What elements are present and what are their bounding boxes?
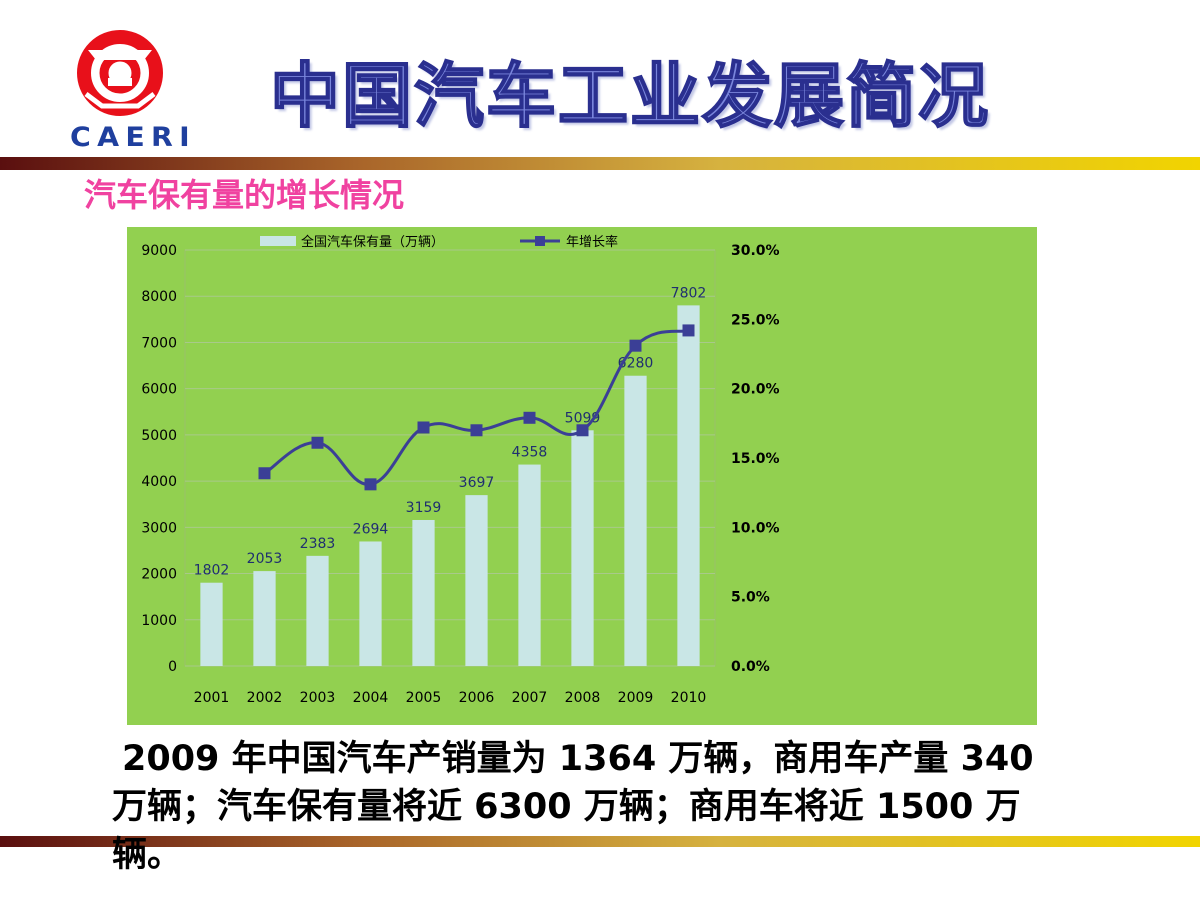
bar-data-label: 2694 <box>353 521 389 537</box>
logo-text: CAERI <box>70 122 196 153</box>
growth-rate-marker <box>629 339 642 352</box>
y-left-tick-label: 0 <box>168 659 177 675</box>
x-tick-label: 2002 <box>247 690 283 706</box>
x-tick-label: 2003 <box>300 690 336 706</box>
y-left-tick-label: 5000 <box>141 428 177 444</box>
y-right-tick-label: 5.0% <box>731 590 770 606</box>
legend-swatch-bars <box>260 236 296 246</box>
legend-label-line: 年增长率 <box>566 234 618 250</box>
chart-panel: 0 1000 2000 3000 4000 5000 6000 7000 8000 9000 0.0… <box>127 227 1037 725</box>
growth-rate-marker <box>523 411 536 424</box>
bar-data-label: 2053 <box>247 551 283 567</box>
bar <box>306 555 329 666</box>
bar <box>465 495 488 666</box>
caeri-emblem-icon <box>77 30 163 116</box>
caption-text: 2009 年中国汽车产销量为 1364 万辆，商用车产量 340 万辆；汽车保有… <box>112 739 1034 875</box>
bar-data-label: 1802 <box>194 563 230 579</box>
bar-data-label: 6280 <box>618 356 654 372</box>
y-left-tick-label: 8000 <box>141 289 177 305</box>
y-left-tick-label: 7000 <box>141 335 177 351</box>
growth-rate-marker <box>576 424 589 437</box>
header-divider <box>0 157 1200 170</box>
growth-rate-marker <box>311 436 324 449</box>
bar <box>677 305 700 666</box>
bar-data-label: 7802 <box>671 285 707 301</box>
growth-rate-marker <box>470 424 483 437</box>
bar <box>359 541 382 666</box>
bar-data-label: 3697 <box>459 475 495 491</box>
bar-data-label: 3159 <box>406 500 442 516</box>
x-tick-label: 2008 <box>565 690 601 706</box>
y-right-tick-label: 0.0% <box>731 659 770 675</box>
growth-rate-marker <box>364 478 377 491</box>
footer-divider <box>0 836 1200 847</box>
y-left-tick-label: 6000 <box>141 382 177 398</box>
growth-rate-marker <box>258 467 271 480</box>
legend-label-bars: 全国汽车保有量（万辆） <box>301 234 444 250</box>
y-right-tick-label: 25.0% <box>731 312 780 328</box>
y-left-tick-label: 1000 <box>141 613 177 629</box>
page-title: 中国汽车工业发展简况 <box>269 54 990 138</box>
caeri-logo: CAERI <box>58 30 208 155</box>
y-left-tick-label: 9000 <box>141 243 177 259</box>
bar-data-label: 2383 <box>300 536 336 552</box>
bar <box>624 375 647 666</box>
growth-rate-marker <box>417 421 430 434</box>
x-tick-label: 2009 <box>618 690 654 706</box>
bar <box>412 519 435 666</box>
x-tick-label: 2005 <box>406 690 442 706</box>
y-left-tick-label: 3000 <box>141 520 177 536</box>
growth-rate-marker <box>682 324 695 337</box>
vehicle-ownership-chart: 0 1000 2000 3000 4000 5000 6000 7000 8000 9000 0.0… <box>141 234 780 706</box>
bar <box>571 430 594 666</box>
y-right-tick-label: 10.0% <box>731 520 780 536</box>
y-right-tick-label: 15.0% <box>731 451 780 467</box>
x-tick-label: 2006 <box>459 690 495 706</box>
x-tick-label: 2010 <box>671 690 707 706</box>
legend-swatch-line-marker <box>535 236 545 246</box>
y-left-tick-label: 2000 <box>141 567 177 583</box>
x-tick-label: 2001 <box>194 690 230 706</box>
section-subtitle: 汽车保有量的增长情况 <box>84 176 405 214</box>
y-right-tick-label: 20.0% <box>731 382 780 398</box>
bar <box>200 582 223 666</box>
x-tick-label: 2004 <box>353 690 389 706</box>
y-left-tick-label: 4000 <box>141 474 177 490</box>
bar <box>253 571 276 666</box>
y-right-tick-label: 30.0% <box>731 243 780 259</box>
bar <box>518 464 541 666</box>
x-tick-label: 2007 <box>512 690 548 706</box>
bar-data-label: 4358 <box>512 445 548 461</box>
